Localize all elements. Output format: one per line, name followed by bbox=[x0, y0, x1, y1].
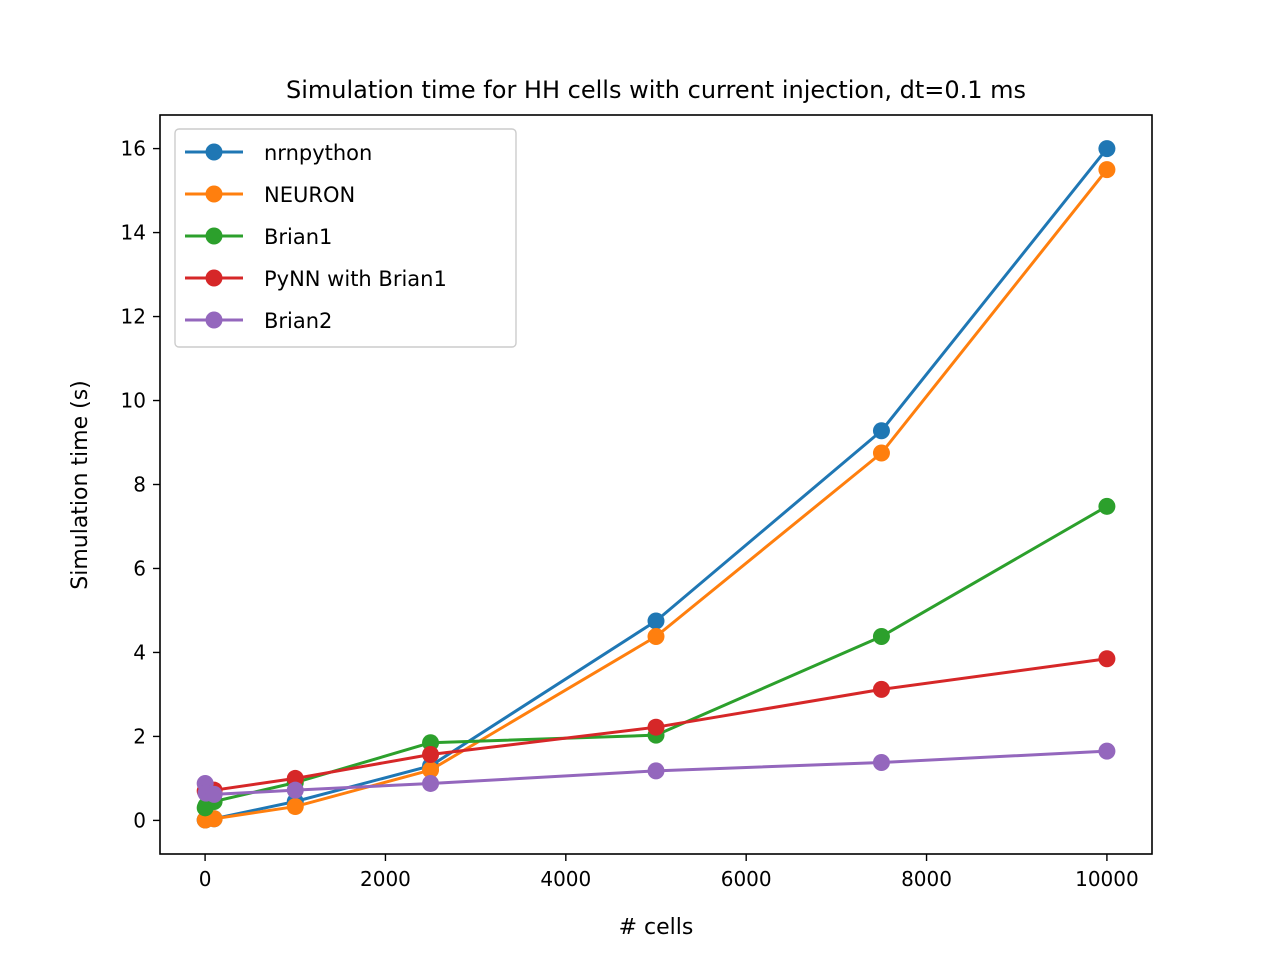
data-point bbox=[422, 734, 440, 752]
data-point bbox=[1098, 140, 1116, 158]
legend-label: PyNN with Brian1 bbox=[264, 267, 447, 291]
data-point bbox=[872, 444, 890, 462]
y-tick-label: 10 bbox=[121, 389, 146, 413]
legend-entry: Brian2 bbox=[185, 309, 332, 333]
y-tick-label: 12 bbox=[121, 305, 146, 329]
x-tick-label: 4000 bbox=[540, 867, 591, 891]
data-point bbox=[872, 627, 890, 645]
x-tick-label: 0 bbox=[199, 867, 212, 891]
x-tick-label: 10000 bbox=[1075, 867, 1139, 891]
data-point bbox=[872, 753, 890, 771]
data-point bbox=[647, 718, 665, 736]
data-point bbox=[647, 612, 665, 630]
data-point bbox=[647, 762, 665, 780]
legend-entry: Brian1 bbox=[185, 225, 332, 249]
y-tick-label: 14 bbox=[121, 221, 146, 245]
legend-label: Brian1 bbox=[264, 225, 332, 249]
legend-marker bbox=[205, 185, 223, 203]
data-point bbox=[1098, 742, 1116, 760]
series-4 bbox=[196, 742, 1116, 803]
y-axis: 0 2 4 6 8 10 12 14 16 bbox=[121, 137, 160, 832]
data-point bbox=[872, 680, 890, 698]
y-tick-label: 2 bbox=[133, 724, 146, 748]
x-tick-label: 8000 bbox=[901, 867, 952, 891]
y-axis-label: Simulation time (s) bbox=[68, 380, 93, 590]
x-axis: 0 2000 4000 6000 8000 10000 bbox=[199, 854, 1139, 891]
legend-marker bbox=[205, 143, 223, 161]
data-point bbox=[1098, 650, 1116, 668]
plot-frame bbox=[159, 114, 1153, 855]
legend-label: Brian2 bbox=[264, 309, 332, 333]
legend-label: NEURON bbox=[264, 183, 355, 207]
y-tick-label: 0 bbox=[133, 808, 146, 832]
data-point bbox=[422, 774, 440, 792]
plot-series bbox=[196, 140, 1116, 829]
x-tick-label: 2000 bbox=[360, 867, 411, 891]
legend: nrnpython NEURON Brian1 PyNN with Brian1 Bri… bbox=[174, 128, 517, 348]
y-tick-label: 8 bbox=[133, 473, 146, 497]
x-axis-label: # cells bbox=[619, 915, 694, 940]
y-tick-label: 6 bbox=[133, 556, 146, 580]
legend-entry: NEURON bbox=[185, 183, 355, 207]
chart-title: Simulation time for HH cells with curren… bbox=[286, 76, 1026, 104]
legend-marker bbox=[205, 311, 223, 329]
legend-box bbox=[174, 128, 517, 348]
data-point bbox=[422, 761, 440, 779]
legend-marker bbox=[205, 269, 223, 287]
data-point bbox=[286, 781, 304, 799]
data-point bbox=[1098, 497, 1116, 515]
x-tick-label: 6000 bbox=[721, 867, 772, 891]
legend-entry: nrnpython bbox=[185, 141, 372, 165]
data-point bbox=[647, 627, 665, 645]
y-tick-label: 16 bbox=[121, 137, 146, 161]
legend-entry: PyNN with Brian1 bbox=[185, 267, 447, 291]
data-point bbox=[422, 745, 440, 763]
data-point bbox=[872, 422, 890, 440]
y-tick-label: 4 bbox=[133, 640, 146, 664]
data-point bbox=[1098, 161, 1116, 179]
data-point bbox=[286, 798, 304, 816]
legend-marker bbox=[205, 227, 223, 245]
legend-label: nrnpython bbox=[264, 141, 372, 165]
data-point bbox=[205, 785, 223, 803]
data-point bbox=[286, 769, 304, 787]
